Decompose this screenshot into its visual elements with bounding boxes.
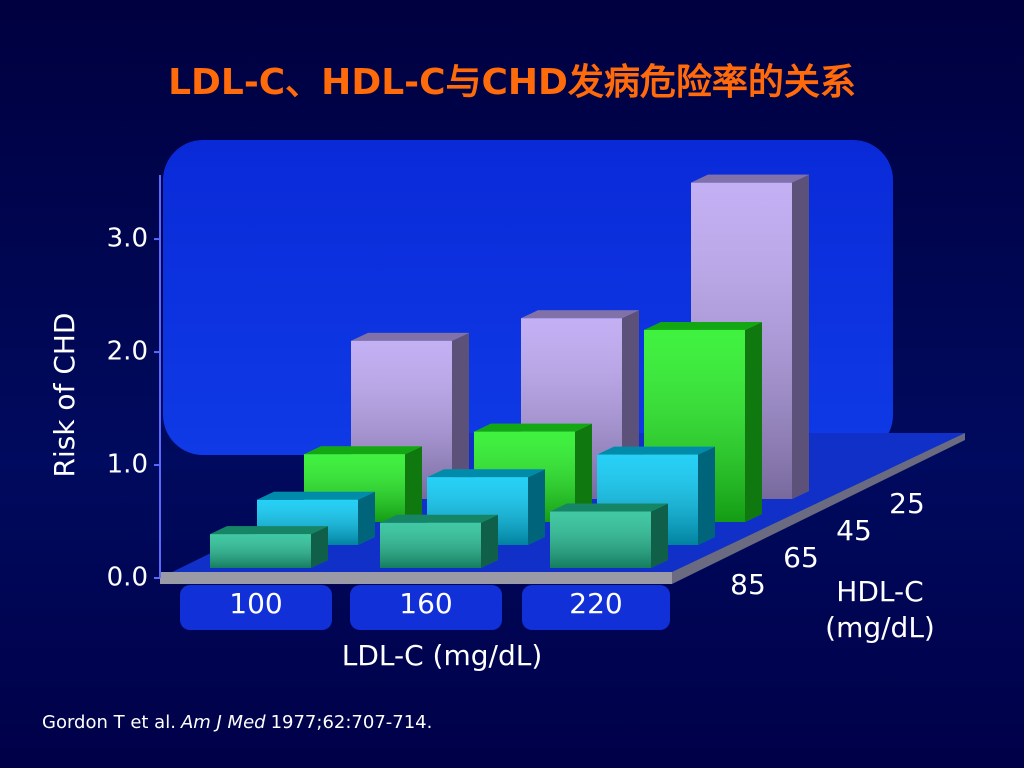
depth-axis-title: HDL-C (mg/dL)	[825, 575, 935, 644]
bar-top	[691, 174, 809, 183]
bar-side-shade	[528, 469, 545, 545]
bar-top	[474, 423, 592, 432]
bar-top-shade	[304, 446, 422, 455]
bar-side-shade	[651, 503, 668, 568]
legend-label: 85	[730, 568, 766, 601]
y-tick-label: 3.0	[107, 224, 148, 254]
legend-label: 65	[783, 541, 819, 574]
bar-side-shade	[405, 446, 422, 522]
bar-top-shade	[521, 310, 639, 319]
bar	[550, 503, 668, 568]
bar-top-shade	[210, 526, 328, 535]
category-pill	[180, 585, 332, 630]
source-citation: 1977;62:707-714.	[270, 712, 433, 733]
y-tick-label: 0.0	[107, 563, 148, 593]
category-pill	[522, 585, 670, 630]
source-authors: Gordon T et al.	[42, 712, 176, 733]
y-axis-title: Risk of CHD	[48, 313, 81, 478]
floor-side	[672, 433, 965, 584]
bar-top-shade	[427, 469, 545, 478]
y-tick-label: 2.0	[107, 337, 148, 367]
y-tick-label: 1.0	[107, 450, 148, 480]
bar-top-shade	[691, 174, 809, 183]
bar-side-shade	[481, 514, 498, 568]
bar-side-shade	[575, 423, 592, 522]
bar-top-shade	[550, 503, 668, 512]
bar-side-shade	[792, 174, 809, 500]
bar-top	[210, 526, 328, 535]
bar-top	[380, 514, 498, 523]
bar-side-shade	[745, 321, 762, 522]
bar	[380, 514, 498, 568]
category-pill	[350, 585, 502, 630]
bar-top	[644, 321, 762, 330]
bar-top-shade	[597, 446, 715, 455]
bar-side-shade	[311, 526, 328, 568]
x-tick-label: 100	[229, 587, 282, 620]
bar-top	[521, 310, 639, 319]
source: Gordon T et al. Am J Med 1977;62:707-714.	[42, 712, 437, 733]
legend-label: 25	[889, 487, 925, 520]
bar-top	[351, 332, 469, 341]
bar-front-shade	[210, 534, 311, 568]
bar-top	[597, 446, 715, 455]
source-journal: Am J Med	[180, 712, 266, 733]
bar-side-shade	[452, 332, 469, 499]
bar-top	[257, 491, 375, 500]
bar-top-shade	[474, 423, 592, 432]
x-tick-label: 160	[399, 587, 452, 620]
legend-label: 45	[836, 514, 872, 547]
bar-top-shade	[257, 491, 375, 500]
bar-side-shade	[358, 491, 375, 545]
x-axis-title: LDL-C (mg/dL)	[342, 639, 543, 672]
x-tick-label: 220	[569, 587, 622, 620]
bar-front-shade	[550, 511, 651, 568]
bar-side-shade	[698, 446, 715, 545]
bar-front-shade	[380, 522, 481, 568]
bar-top-shade	[351, 332, 469, 341]
bar-top	[550, 503, 668, 512]
bar-top	[304, 446, 422, 455]
chart-title: LDL-C、HDL-C与CHD发病危险率的关系	[168, 62, 856, 103]
bar-top	[427, 469, 545, 478]
floor-edge	[160, 572, 672, 584]
bar-top-shade	[380, 514, 498, 523]
bar	[210, 526, 328, 568]
bar-top-shade	[644, 321, 762, 330]
